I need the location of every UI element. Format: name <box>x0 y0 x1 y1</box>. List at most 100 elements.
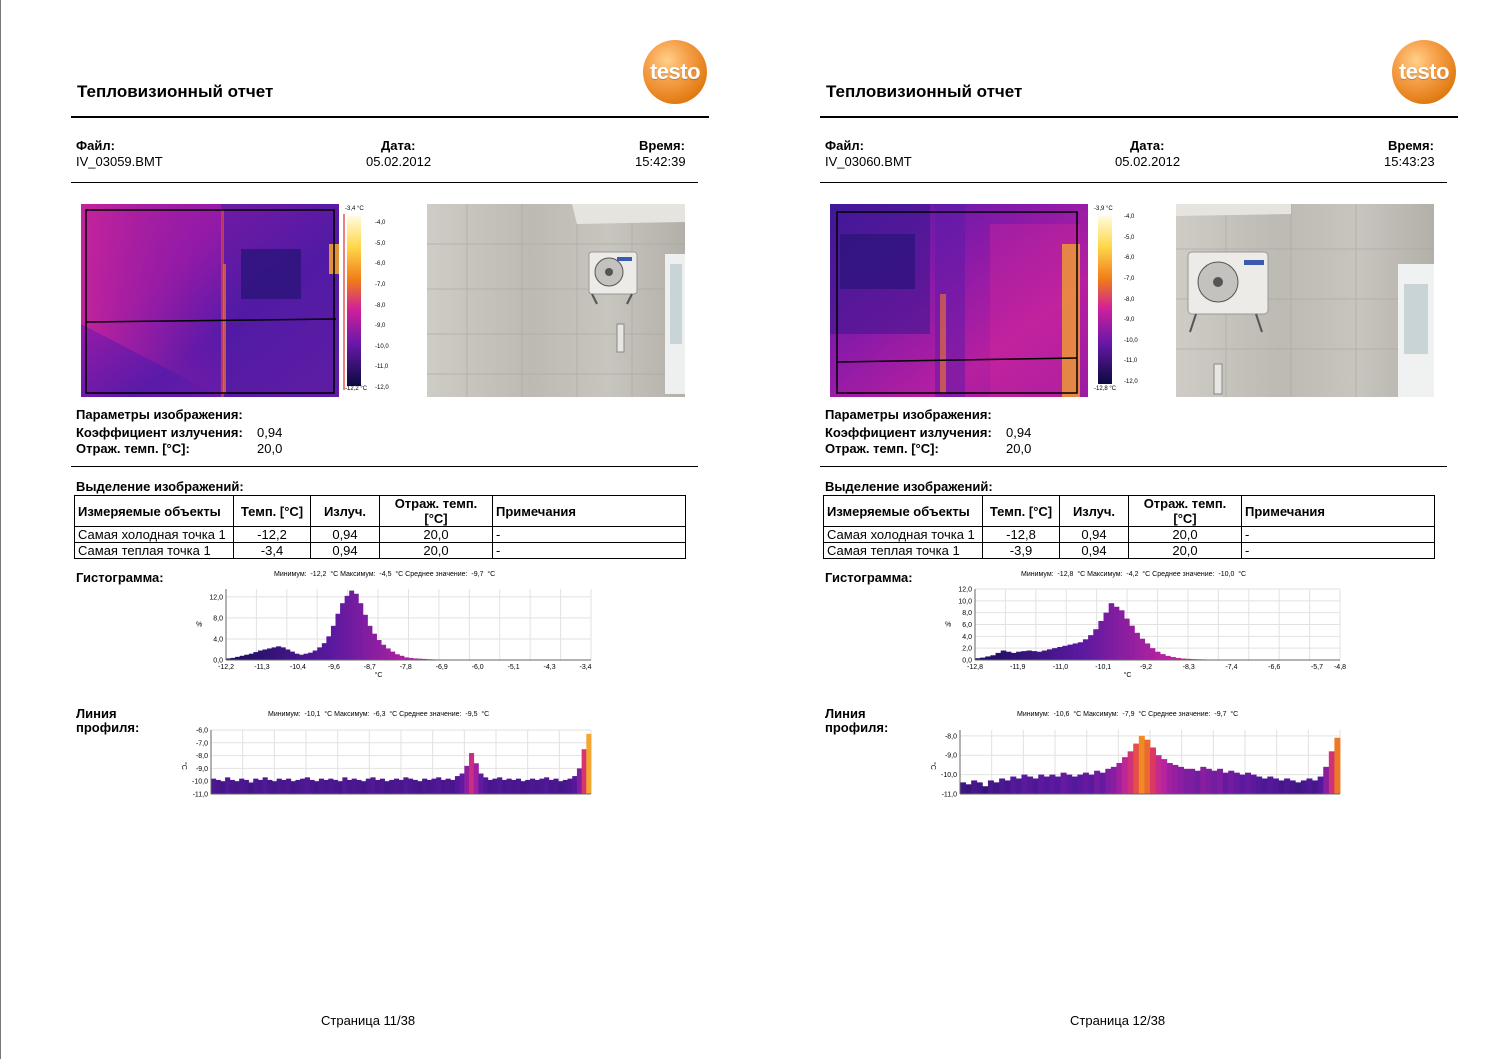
profile-bar <box>253 778 259 794</box>
file-label: Файл: <box>76 138 115 153</box>
histogram-bar <box>1046 649 1053 660</box>
profile-bar <box>530 778 536 794</box>
profile-bar <box>243 779 249 794</box>
profile-bar <box>1166 762 1173 794</box>
histogram-bar <box>303 653 309 660</box>
report-title: Тепловизионный отчет <box>826 82 1023 101</box>
profile-bar <box>1245 772 1251 794</box>
profile-bar <box>1200 766 1207 794</box>
date-label: Дата: <box>1130 138 1165 153</box>
profile-bar <box>271 781 278 794</box>
profile-bar <box>1306 778 1313 794</box>
histogram-bar <box>1010 652 1017 660</box>
profile-bar <box>328 778 334 794</box>
x-tick-label: -11,9 <box>1010 664 1026 671</box>
histogram-bar <box>299 654 304 660</box>
profile-bar <box>506 778 512 794</box>
y-tick-label: 4,0 <box>213 636 223 643</box>
testo-logo: testo <box>643 40 707 104</box>
histogram-bar <box>1072 643 1079 660</box>
profile-bar <box>1211 770 1218 794</box>
scale-tick-label: -6,0 <box>375 261 386 268</box>
histogram-bar <box>294 653 300 660</box>
profile-bar <box>403 777 409 794</box>
profile-bar <box>987 780 994 794</box>
profile-bar <box>464 765 470 794</box>
profile-bar <box>1094 770 1101 794</box>
params-rule <box>820 466 1447 467</box>
histogram-bar <box>1021 651 1027 660</box>
histogram-bar <box>367 625 373 660</box>
histogram-bar <box>1067 644 1074 660</box>
table-row: Самая холодная точка 1 -12,2 0,94 20,0 - <box>74 526 686 543</box>
scale-tick-label: -12,0 <box>375 385 389 391</box>
profile-stats: Минимум: -10,1 °C Максимум: -6,3 °C Сред… <box>268 711 490 718</box>
histogram-chart: 0,0 4,0 8,0 12,0% -12,2 -11,3 -10,4 -9,6 -8,7 -7,… <box>196 589 592 678</box>
profile-bar <box>971 780 978 794</box>
histogram-bar <box>1088 635 1094 660</box>
profile-bar <box>586 733 592 794</box>
profile-bar <box>544 777 550 794</box>
histogram-bar <box>1052 648 1058 660</box>
profile-label-line: Линия <box>76 706 117 721</box>
params-title: Параметры изображения: <box>76 407 243 422</box>
profile-bar <box>1122 757 1129 794</box>
histogram-bar <box>235 656 241 660</box>
profile-bar <box>379 778 385 794</box>
title-rule <box>71 116 709 118</box>
date-value: 05.02.2012 <box>1115 154 1181 169</box>
profile-bar <box>276 778 282 794</box>
cell-object: Самая холодная точка 1 <box>74 526 234 543</box>
histogram-bar <box>267 648 273 660</box>
cell-temp: -12,8 <box>982 526 1060 543</box>
x-tick-label: -8,3 <box>1183 664 1195 671</box>
histogram-bar <box>1134 632 1140 660</box>
profile-bar <box>501 779 507 794</box>
profile-bar <box>1038 774 1045 794</box>
scale-tick-label: -5,0 <box>1124 234 1135 241</box>
profile-bar <box>1312 780 1319 794</box>
histogram-bar <box>1124 618 1130 660</box>
histogram-bar <box>1057 646 1063 660</box>
x-tick-label: -6,9 <box>436 664 448 671</box>
y-axis-label: °C <box>180 762 188 770</box>
histogram-bar <box>340 603 346 660</box>
profile-bar <box>370 777 376 794</box>
histogram-bar <box>417 658 423 660</box>
profile-bar <box>1233 772 1240 794</box>
thermal-image <box>81 204 339 397</box>
histogram-bar <box>248 653 254 660</box>
histogram-bar <box>362 614 368 660</box>
profile-bar <box>572 776 578 794</box>
profile-bar <box>1228 770 1235 794</box>
visual-photo <box>1176 204 1434 397</box>
profile-bar <box>300 778 306 794</box>
profile-bar <box>314 781 320 794</box>
histogram-bar <box>1026 650 1032 660</box>
cell-notes: - <box>492 526 686 543</box>
date-label: Дата: <box>381 138 416 153</box>
histogram-bar <box>353 593 359 660</box>
profile-bar <box>1155 755 1162 794</box>
profile-bar <box>982 786 989 794</box>
profile-bar <box>318 778 324 794</box>
profile-bar <box>1099 772 1106 794</box>
profile-bar <box>408 778 414 794</box>
date-value: 05.02.2012 <box>366 154 432 169</box>
profile-label-line: Линия <box>825 706 866 721</box>
histogram-bar <box>390 651 396 660</box>
profile-bar <box>965 784 972 794</box>
histogram-bar <box>1144 643 1151 660</box>
histogram-bar <box>1005 651 1012 660</box>
profile-bar <box>1172 764 1179 794</box>
profile-bar <box>1272 778 1279 794</box>
selection-title: Выделение изображений: <box>825 479 993 494</box>
scale-tick-label: -7,0 <box>375 281 386 288</box>
y-tick-label: -11,0 <box>942 792 958 799</box>
histogram-bar <box>1041 650 1048 660</box>
scale-tick-label: -6,0 <box>1124 255 1135 262</box>
table-row: Самая теплая точка 1 -3,9 0,94 20,0 - <box>823 542 1435 559</box>
profile-bar <box>290 781 296 794</box>
profile-bar <box>1261 778 1268 794</box>
profile-bar <box>1133 743 1140 794</box>
